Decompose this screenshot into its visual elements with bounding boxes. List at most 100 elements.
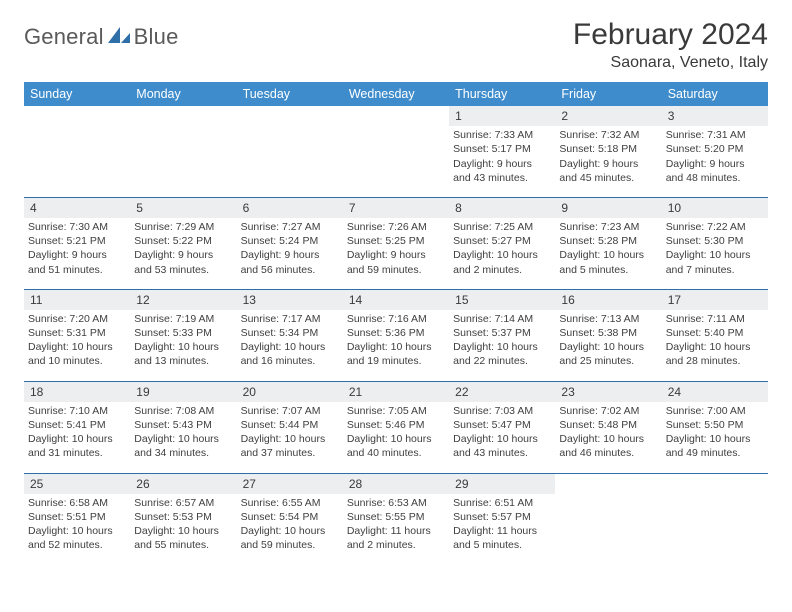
day-details: Sunrise: 7:27 AMSunset: 5:24 PMDaylight:… [237,220,343,279]
calendar-week: 11Sunrise: 7:20 AMSunset: 5:31 PMDayligh… [24,289,768,371]
day-details: Sunrise: 7:22 AMSunset: 5:30 PMDaylight:… [662,220,768,279]
day-details: Sunrise: 7:20 AMSunset: 5:31 PMDaylight:… [24,312,130,371]
calendar-day: 1Sunrise: 7:33 AMSunset: 5:17 PMDaylight… [449,106,555,187]
calendar-day: .. [237,106,343,187]
day-number: 21 [343,382,449,402]
location: Saonara, Veneto, Italy [573,54,768,72]
day-details: Sunrise: 7:08 AMSunset: 5:43 PMDaylight:… [130,404,236,463]
logo-text-a: General [24,24,104,50]
day-details: Sunrise: 7:14 AMSunset: 5:37 PMDaylight:… [449,312,555,371]
day-number: 28 [343,474,449,494]
header: General Blue February 2024 Saonara, Vene… [24,18,768,72]
day-number: 5 [130,198,236,218]
day-details: Sunrise: 7:17 AMSunset: 5:34 PMDaylight:… [237,312,343,371]
day-number: 19 [130,382,236,402]
day-details: Sunrise: 6:58 AMSunset: 5:51 PMDaylight:… [24,496,130,555]
day-details: Sunrise: 7:29 AMSunset: 5:22 PMDaylight:… [130,220,236,279]
day-number: 27 [237,474,343,494]
calendar-day: 5Sunrise: 7:29 AMSunset: 5:22 PMDaylight… [130,198,236,279]
weekday-header: Monday [130,82,236,106]
day-number: 6 [237,198,343,218]
day-details: Sunrise: 7:03 AMSunset: 5:47 PMDaylight:… [449,404,555,463]
weekday-header-row: SundayMondayTuesdayWednesdayThursdayFrid… [24,82,768,106]
calendar-day: 7Sunrise: 7:26 AMSunset: 5:25 PMDaylight… [343,198,449,279]
day-number: 29 [449,474,555,494]
day-number: 7 [343,198,449,218]
calendar-day: .. [555,474,661,555]
day-details: Sunrise: 7:07 AMSunset: 5:44 PMDaylight:… [237,404,343,463]
day-number: 20 [237,382,343,402]
day-details: Sunrise: 7:23 AMSunset: 5:28 PMDaylight:… [555,220,661,279]
calendar-day: 9Sunrise: 7:23 AMSunset: 5:28 PMDaylight… [555,198,661,279]
day-number: 22 [449,382,555,402]
calendar-day: .. [24,106,130,187]
title-block: February 2024 Saonara, Veneto, Italy [573,18,768,72]
day-number: 15 [449,290,555,310]
calendar-day: 23Sunrise: 7:02 AMSunset: 5:48 PMDayligh… [555,382,661,463]
day-details: Sunrise: 7:33 AMSunset: 5:17 PMDaylight:… [449,128,555,187]
weekday-header: Thursday [449,82,555,106]
calendar-day: 13Sunrise: 7:17 AMSunset: 5:34 PMDayligh… [237,290,343,371]
weekday-header: Wednesday [343,82,449,106]
weekday-header: Saturday [662,82,768,106]
day-details: Sunrise: 7:10 AMSunset: 5:41 PMDaylight:… [24,404,130,463]
calendar-day: 21Sunrise: 7:05 AMSunset: 5:46 PMDayligh… [343,382,449,463]
day-details: Sunrise: 6:55 AMSunset: 5:54 PMDaylight:… [237,496,343,555]
weeks-container: ........1Sunrise: 7:33 AMSunset: 5:17 PM… [24,106,768,554]
weekday-header: Friday [555,82,661,106]
day-number: 24 [662,382,768,402]
weekday-header: Tuesday [237,82,343,106]
day-number: 4 [24,198,130,218]
calendar-day: .. [343,106,449,187]
day-details: Sunrise: 7:16 AMSunset: 5:36 PMDaylight:… [343,312,449,371]
day-number: 8 [449,198,555,218]
calendar-day: 25Sunrise: 6:58 AMSunset: 5:51 PMDayligh… [24,474,130,555]
day-number: 12 [130,290,236,310]
day-details: Sunrise: 7:13 AMSunset: 5:38 PMDaylight:… [555,312,661,371]
calendar-day: 11Sunrise: 7:20 AMSunset: 5:31 PMDayligh… [24,290,130,371]
calendar-day: 3Sunrise: 7:31 AMSunset: 5:20 PMDaylight… [662,106,768,187]
day-details: Sunrise: 6:53 AMSunset: 5:55 PMDaylight:… [343,496,449,555]
calendar-day: 22Sunrise: 7:03 AMSunset: 5:47 PMDayligh… [449,382,555,463]
logo: General Blue [24,24,179,50]
day-details: Sunrise: 7:19 AMSunset: 5:33 PMDaylight:… [130,312,236,371]
calendar: SundayMondayTuesdayWednesdayThursdayFrid… [24,82,768,554]
day-details: Sunrise: 7:30 AMSunset: 5:21 PMDaylight:… [24,220,130,279]
calendar-day: 19Sunrise: 7:08 AMSunset: 5:43 PMDayligh… [130,382,236,463]
day-details: Sunrise: 7:00 AMSunset: 5:50 PMDaylight:… [662,404,768,463]
day-details: Sunrise: 7:05 AMSunset: 5:46 PMDaylight:… [343,404,449,463]
day-number: 14 [343,290,449,310]
day-number: 25 [24,474,130,494]
day-number: 9 [555,198,661,218]
calendar-day: 28Sunrise: 6:53 AMSunset: 5:55 PMDayligh… [343,474,449,555]
calendar-day: 12Sunrise: 7:19 AMSunset: 5:33 PMDayligh… [130,290,236,371]
calendar-day: 18Sunrise: 7:10 AMSunset: 5:41 PMDayligh… [24,382,130,463]
day-details: Sunrise: 7:26 AMSunset: 5:25 PMDaylight:… [343,220,449,279]
calendar-day: 15Sunrise: 7:14 AMSunset: 5:37 PMDayligh… [449,290,555,371]
calendar-day: 2Sunrise: 7:32 AMSunset: 5:18 PMDaylight… [555,106,661,187]
calendar-day: .. [662,474,768,555]
day-number: 1 [449,106,555,126]
calendar-week: 25Sunrise: 6:58 AMSunset: 5:51 PMDayligh… [24,473,768,555]
day-details: Sunrise: 6:51 AMSunset: 5:57 PMDaylight:… [449,496,555,555]
calendar-week: 18Sunrise: 7:10 AMSunset: 5:41 PMDayligh… [24,381,768,463]
month-title: February 2024 [573,18,768,52]
calendar-week: 4Sunrise: 7:30 AMSunset: 5:21 PMDaylight… [24,197,768,279]
day-number: 17 [662,290,768,310]
calendar-day: 4Sunrise: 7:30 AMSunset: 5:21 PMDaylight… [24,198,130,279]
calendar-day: 20Sunrise: 7:07 AMSunset: 5:44 PMDayligh… [237,382,343,463]
calendar-day: 6Sunrise: 7:27 AMSunset: 5:24 PMDaylight… [237,198,343,279]
sail-icon [106,25,132,50]
day-number: 3 [662,106,768,126]
calendar-week: ........1Sunrise: 7:33 AMSunset: 5:17 PM… [24,106,768,187]
day-number: 10 [662,198,768,218]
calendar-day: 27Sunrise: 6:55 AMSunset: 5:54 PMDayligh… [237,474,343,555]
calendar-day: 14Sunrise: 7:16 AMSunset: 5:36 PMDayligh… [343,290,449,371]
calendar-day: 16Sunrise: 7:13 AMSunset: 5:38 PMDayligh… [555,290,661,371]
day-number: 18 [24,382,130,402]
calendar-day: 17Sunrise: 7:11 AMSunset: 5:40 PMDayligh… [662,290,768,371]
logo-text-b: Blue [134,24,179,50]
weekday-header: Sunday [24,82,130,106]
day-number: 11 [24,290,130,310]
day-number: 16 [555,290,661,310]
